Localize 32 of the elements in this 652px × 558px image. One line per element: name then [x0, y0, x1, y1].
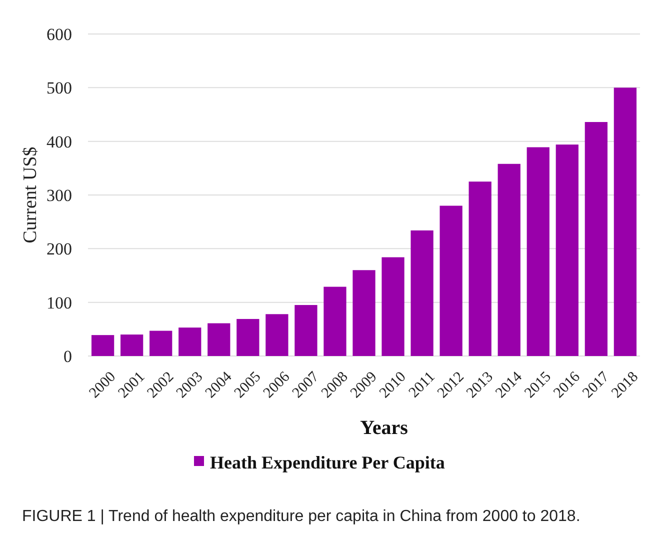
bar	[382, 257, 404, 356]
bar	[294, 305, 318, 356]
x-axis-title: Years	[360, 417, 408, 439]
bar	[584, 122, 608, 356]
bar	[352, 270, 376, 356]
bar	[236, 318, 260, 356]
bar	[208, 323, 230, 356]
bar	[91, 335, 114, 356]
x-tick-label: 2001	[116, 368, 148, 402]
bar	[120, 334, 144, 356]
x-tick-label: 2011	[406, 368, 438, 402]
bar	[440, 206, 462, 356]
y-tick-label: 100	[46, 293, 72, 312]
y-tick-label: 0	[64, 346, 72, 366]
bar	[150, 330, 172, 356]
bar	[498, 164, 520, 356]
bar	[324, 286, 346, 356]
y-tick-label: 200	[46, 240, 72, 259]
bar	[526, 147, 550, 356]
caption: FIGURE 1 | Trend of health expenditure per capita in China from 2000 to 2018.	[22, 507, 582, 527]
y-tick-label: 600	[46, 24, 72, 44]
bar	[614, 88, 637, 356]
bar	[410, 230, 434, 356]
bar	[556, 144, 578, 356]
legend-label: Heath Expenditure Per Capita	[210, 452, 445, 472]
y-tick-label: 500	[46, 78, 72, 98]
bar	[468, 182, 492, 356]
y-axis-title: Current US$	[20, 146, 41, 244]
y-tick-label: 300	[46, 186, 72, 205]
bar	[178, 328, 202, 356]
y-tick-label: 400	[46, 132, 72, 152]
bar	[266, 314, 288, 356]
